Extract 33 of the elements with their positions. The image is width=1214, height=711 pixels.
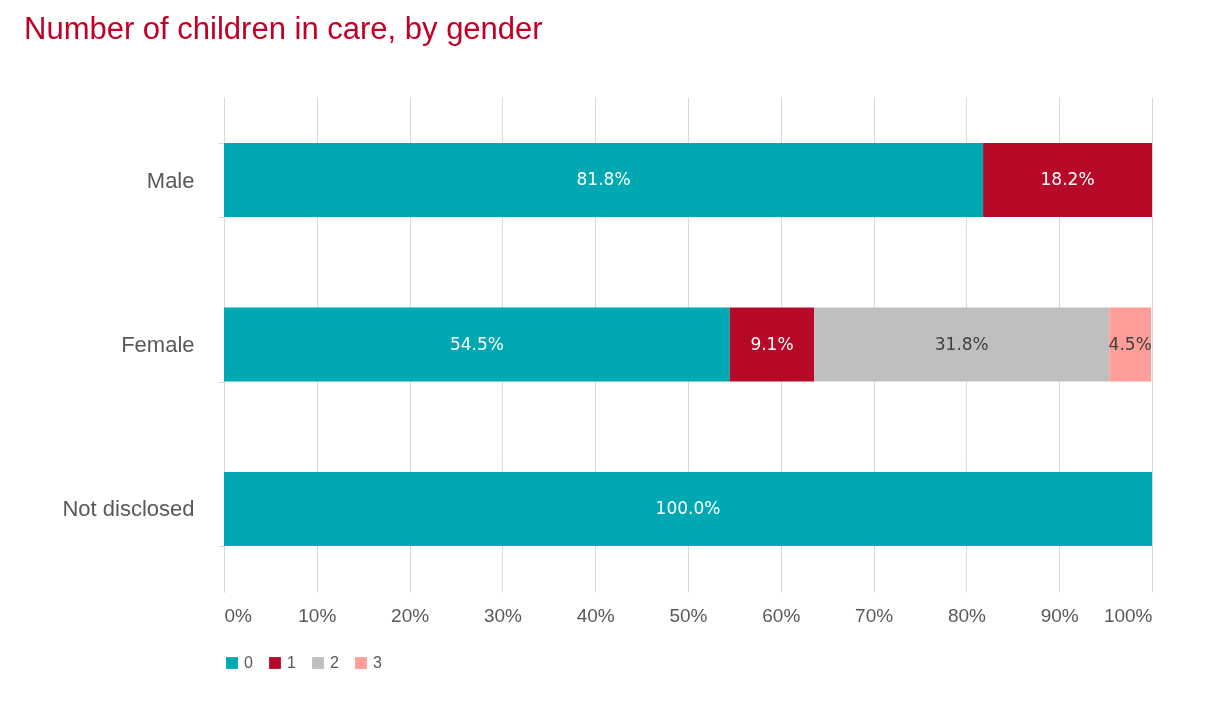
y-tick-label: Not disclosed — [62, 496, 195, 522]
bar — [224, 143, 984, 218]
x-tick-label: 30% — [483, 604, 523, 626]
bar — [1109, 307, 1152, 382]
legend-label: 3 — [373, 654, 382, 671]
x-tick-label: 90% — [1040, 604, 1079, 626]
x-tick-label: 60% — [762, 604, 801, 626]
bar — [729, 307, 815, 382]
x-tick-label: 80% — [947, 604, 987, 626]
y-tick-label: Male — [146, 167, 195, 193]
x-tick-label: 70% — [855, 604, 894, 626]
data-label: 9.1% — [750, 333, 794, 354]
data-label: 54.5% — [449, 333, 504, 354]
data-label: 100.0% — [655, 497, 721, 518]
bar — [814, 307, 1110, 382]
x-tick-label: 100% — [1103, 604, 1153, 626]
legend-label: 1 — [287, 654, 296, 671]
bar — [224, 307, 730, 382]
x-tick-label: 50% — [669, 604, 708, 626]
data-label: 81.8% — [576, 169, 631, 190]
x-tick-label: 20% — [391, 604, 430, 626]
chart-title: Number of children in care, by gender — [24, 11, 543, 46]
legend-label: 2 — [330, 654, 339, 671]
data-label: 4.5% — [1108, 333, 1152, 354]
bar — [983, 143, 1152, 218]
x-tick-label: 10% — [298, 604, 337, 626]
bar — [224, 471, 1152, 546]
x-tick-label: 40% — [576, 604, 615, 626]
data-label: 18.2% — [1040, 169, 1095, 190]
data-label: 31.8% — [934, 333, 989, 354]
y-tick-label: Female — [121, 332, 195, 357]
x-tick-label: 0% — [224, 604, 253, 626]
legend-label: 0 — [244, 654, 253, 671]
